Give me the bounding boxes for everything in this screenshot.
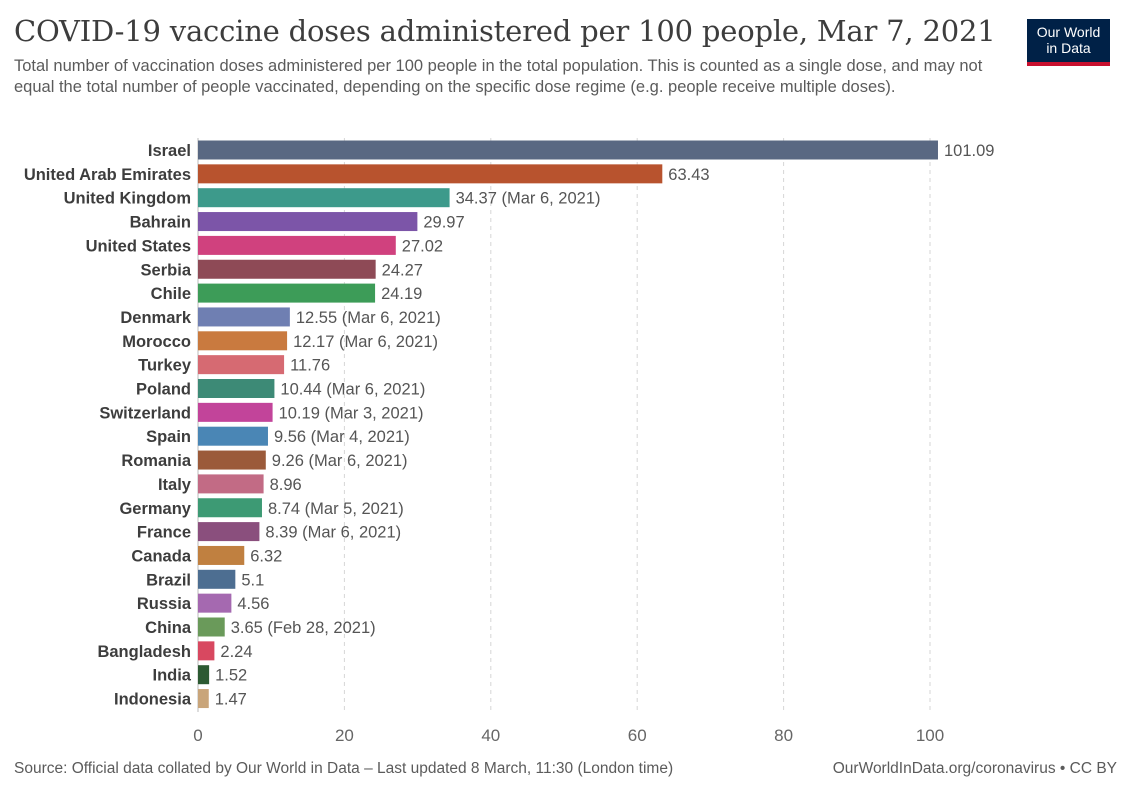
- value-label: 10.19 (Mar 3, 2021): [279, 404, 424, 422]
- value-label: 2.24: [220, 643, 252, 661]
- category-label: France: [137, 524, 191, 542]
- value-label: 1.52: [215, 667, 247, 685]
- bar: [198, 641, 215, 661]
- value-label: 9.56 (Mar 4, 2021): [274, 428, 410, 446]
- x-tick-label: 100: [916, 726, 944, 745]
- category-label: Turkey: [138, 357, 192, 375]
- bar: [198, 164, 663, 184]
- category-label: Israel: [148, 142, 191, 160]
- bar: [198, 140, 938, 160]
- category-label: United States: [86, 237, 191, 255]
- category-label: United Kingdom: [64, 190, 191, 208]
- value-label: 63.43: [668, 166, 709, 184]
- bar: [198, 593, 232, 613]
- category-label: India: [152, 667, 191, 685]
- bar: [198, 498, 262, 518]
- x-tick-label: 0: [193, 726, 202, 745]
- category-label: Brazil: [146, 571, 191, 589]
- bar-chart: 0 20 40 60 80 100 Israel 101.09 United Arab Emir…: [24, 138, 994, 745]
- category-label: Romania: [121, 452, 192, 470]
- category-label: Switzerland: [99, 404, 191, 422]
- category-label: Russia: [137, 595, 192, 613]
- value-label: 24.27: [382, 261, 423, 279]
- category-label: Morocco: [122, 333, 191, 351]
- value-label: 6.32: [250, 547, 282, 565]
- source-note: Source: Official data collated by Our Wo…: [14, 760, 674, 777]
- bar: [198, 283, 376, 303]
- value-label: 27.02: [402, 237, 443, 255]
- value-label: 8.74 (Mar 5, 2021): [268, 500, 404, 518]
- bar: [198, 355, 285, 375]
- category-label: Italy: [158, 476, 192, 494]
- value-label: 29.97: [423, 214, 464, 232]
- bar: [198, 522, 260, 542]
- category-label: Bahrain: [130, 214, 191, 232]
- value-label: 3.65 (Feb 28, 2021): [231, 619, 376, 637]
- bar: [198, 689, 209, 709]
- bar: [198, 379, 275, 398]
- x-tick-label: 20: [335, 726, 354, 745]
- logo-line-2: in Data: [1046, 40, 1091, 56]
- category-label: Bangladesh: [97, 643, 191, 661]
- value-label: 1.47: [215, 691, 247, 709]
- x-tick-label: 60: [628, 726, 647, 745]
- bar: [198, 474, 264, 494]
- chart-subtitle: Total number of vaccination doses admini…: [14, 57, 983, 96]
- category-label: Indonesia: [114, 691, 192, 709]
- bar: [198, 259, 376, 279]
- value-label: 8.39 (Mar 6, 2021): [265, 524, 401, 542]
- category-label: Poland: [136, 381, 191, 399]
- value-label: 8.96: [270, 476, 302, 494]
- bar: [198, 450, 266, 470]
- value-label: 12.55 (Mar 6, 2021): [296, 309, 441, 327]
- value-label: 4.56: [237, 595, 269, 613]
- bar: [198, 188, 450, 208]
- logo-line-1: Our World: [1036, 24, 1101, 40]
- bar: [198, 426, 268, 446]
- value-label: 34.37 (Mar 6, 2021): [456, 190, 601, 208]
- category-label: United Arab Emirates: [24, 166, 191, 184]
- x-tick-label: 40: [481, 726, 500, 745]
- footer-link[interactable]: OurWorldInData.org/coronavirus • CC BY: [832, 760, 1117, 777]
- x-tick-label: 80: [774, 726, 793, 745]
- bar: [198, 545, 245, 565]
- bar: [198, 235, 396, 255]
- value-label: 101.09: [944, 142, 994, 160]
- bar: [198, 402, 273, 422]
- bar: [198, 569, 236, 589]
- category-label: Germany: [119, 500, 191, 518]
- bar: [198, 212, 418, 232]
- category-label: Serbia: [141, 261, 192, 279]
- category-label: Spain: [146, 428, 191, 446]
- value-label: 12.17 (Mar 6, 2021): [293, 333, 438, 351]
- category-label: China: [145, 619, 192, 637]
- bar: [198, 331, 288, 351]
- owid-logo[interactable]: Our World in Data: [1027, 19, 1110, 66]
- category-label: Canada: [131, 547, 191, 565]
- category-label: Denmark: [120, 309, 191, 327]
- bar: [198, 617, 225, 637]
- bar: [198, 307, 290, 327]
- value-label: 11.76: [290, 357, 330, 375]
- value-label: 24.19: [381, 285, 422, 303]
- value-label: 9.26 (Mar 6, 2021): [272, 452, 408, 470]
- value-label: 5.1: [241, 571, 264, 589]
- chart-title: COVID-19 vaccine doses administered per …: [14, 14, 996, 48]
- value-label: 10.44 (Mar 6, 2021): [280, 381, 425, 399]
- bar: [198, 665, 210, 685]
- category-label: Chile: [151, 285, 191, 303]
